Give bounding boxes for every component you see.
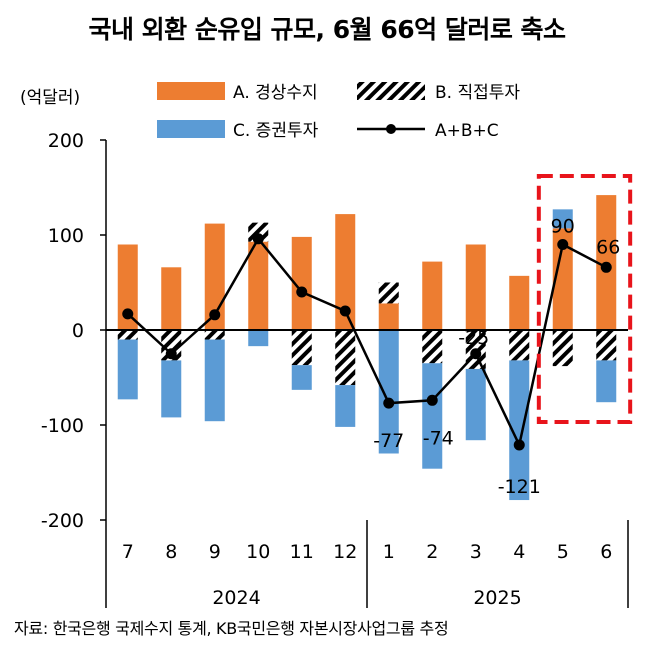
source-note: 자료: 한국은행 국제수지 통계, KB국민은행 자본시장사업그룹 추정 xyxy=(14,619,449,638)
bar-c-7 xyxy=(117,339,138,400)
point-abc-8 xyxy=(165,348,177,360)
x-tick-label: 10 xyxy=(246,541,270,563)
label-layer: -77 -74 -25 -121 90 66 xyxy=(373,174,633,498)
bar-b-5 xyxy=(552,330,573,367)
line-layer xyxy=(122,233,612,451)
bar-b-9 xyxy=(204,330,225,340)
data-label-abc-1: -77 xyxy=(373,430,404,452)
x-tick-label: 12 xyxy=(333,541,357,563)
bar-a-8 xyxy=(161,267,182,330)
data-label-abc-5: 90 xyxy=(551,216,575,238)
x-tick-label: 9 xyxy=(209,541,221,563)
legend-swatch-c xyxy=(157,120,225,138)
point-abc-1 xyxy=(383,397,395,409)
x-tick-label: 1 xyxy=(383,541,395,563)
bar-a-1 xyxy=(378,303,399,330)
legend-swatch-a xyxy=(157,82,225,100)
bar-c-11 xyxy=(291,365,312,390)
x-tick-label: 6 xyxy=(600,541,612,563)
x-tick-label: 7 xyxy=(122,541,134,563)
data-label-abc-4: -121 xyxy=(498,476,541,498)
bar-a-10 xyxy=(248,241,269,330)
bar-a-3 xyxy=(465,244,486,330)
bar-a-9 xyxy=(204,223,225,330)
bar-b-12 xyxy=(335,330,356,386)
x-tick-label: 2 xyxy=(426,541,438,563)
point-abc-5 xyxy=(557,239,569,250)
bar-a-4 xyxy=(509,275,530,330)
bar-c-10 xyxy=(248,330,269,347)
legend: A. 경상수지 B. 직접투자 C. 증권투자 A+B+C xyxy=(157,82,520,141)
bar-a-7 xyxy=(117,244,138,330)
point-abc-7 xyxy=(122,308,134,320)
bar-a-12 xyxy=(335,214,356,330)
bar-c-4 xyxy=(509,360,530,501)
bar-b-2 xyxy=(422,330,443,364)
legend-label-abc: A+B+C xyxy=(435,121,499,141)
x-tick-label: 8 xyxy=(165,541,177,563)
point-abc-2 xyxy=(426,394,438,406)
bar-c-12 xyxy=(335,385,356,427)
year-label-2024: 2024 xyxy=(212,587,260,609)
legend-marker-abc xyxy=(386,124,396,134)
y-tick-label: 200 xyxy=(48,130,84,152)
y-tick-label: 0 xyxy=(72,320,84,342)
data-label-abc-6: 66 xyxy=(596,236,620,258)
y-tick-label: -200 xyxy=(41,510,84,532)
bar-c-6 xyxy=(596,360,617,403)
year-label-2025: 2025 xyxy=(473,587,521,609)
point-abc-9 xyxy=(209,309,221,321)
bar-c-5 xyxy=(552,209,573,229)
bar-a-5 xyxy=(552,228,573,330)
bar-layer xyxy=(117,195,617,501)
point-abc-6 xyxy=(600,261,612,273)
bar-b-6 xyxy=(596,330,617,361)
legend-label-a: A. 경상수지 xyxy=(233,83,318,103)
point-abc-3 xyxy=(470,348,482,360)
point-abc-12 xyxy=(339,305,351,317)
data-label-abc-2: -74 xyxy=(423,427,454,449)
y-tick-label: 100 xyxy=(48,225,84,247)
bar-c-3 xyxy=(465,368,486,441)
bar-c-2 xyxy=(422,363,443,469)
point-abc-4 xyxy=(513,439,525,451)
point-abc-11 xyxy=(296,286,308,298)
x-tick-label: 4 xyxy=(513,541,525,563)
bar-a-11 xyxy=(291,236,312,330)
y-tick-label: -100 xyxy=(41,415,84,437)
bar-a-2 xyxy=(422,261,443,330)
point-abc-10 xyxy=(252,233,264,245)
x-tick-label: 5 xyxy=(557,541,569,563)
bar-c-9 xyxy=(204,339,225,422)
chart-title: 국내 외환 순유입 규모, 6월 66억 달러로 축소 xyxy=(88,15,566,44)
legend-label-b: B. 직접투자 xyxy=(435,83,520,103)
legend-swatch-b xyxy=(357,82,425,100)
highlight-box xyxy=(536,174,633,424)
bar-c-1 xyxy=(378,330,399,454)
series-line-abc xyxy=(126,236,607,449)
x-tick-label: 11 xyxy=(290,541,314,563)
bar-b-1 xyxy=(378,282,399,304)
bar-b-11 xyxy=(291,330,312,366)
legend-label-c: C. 증권투자 xyxy=(233,121,319,141)
y-axis-unit-label: (억달러) xyxy=(20,88,81,108)
bar-b-7 xyxy=(117,330,138,340)
data-label-abc-3: -25 xyxy=(458,327,489,349)
bar-c-8 xyxy=(161,360,182,418)
x-tick-label: 3 xyxy=(470,541,482,563)
bar-b-4 xyxy=(509,330,530,361)
